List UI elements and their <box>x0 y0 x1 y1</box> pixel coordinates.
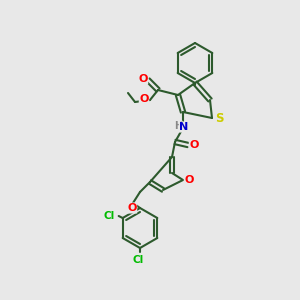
Text: O: O <box>189 140 199 150</box>
Text: O: O <box>139 94 149 104</box>
Text: H: H <box>174 121 182 131</box>
Text: O: O <box>127 203 137 213</box>
Text: N: N <box>179 122 189 132</box>
Text: Cl: Cl <box>103 211 114 221</box>
Text: S: S <box>215 112 223 125</box>
Text: Cl: Cl <box>132 255 144 265</box>
Text: O: O <box>184 175 194 185</box>
Text: O: O <box>138 74 148 84</box>
